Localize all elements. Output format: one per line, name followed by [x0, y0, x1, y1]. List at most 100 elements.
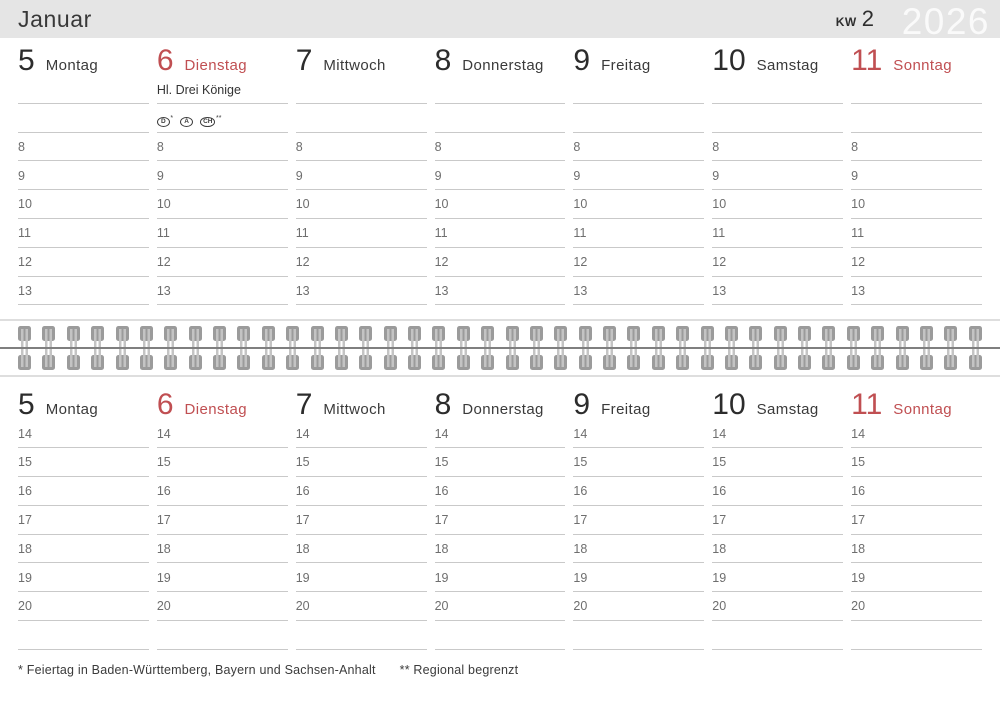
day-name: Mittwoch [323, 401, 386, 419]
day-header: 9 Freitag [573, 390, 704, 420]
day-name: Montag [45, 57, 99, 74]
time-slot [851, 104, 982, 133]
day-number: 5 [18, 44, 35, 77]
hour-label: 9 [712, 168, 720, 183]
time-slot: 19 [18, 563, 149, 593]
day-header: 9 Freitag [573, 44, 704, 77]
hour-label: 17 [573, 513, 588, 528]
hour-label: 20 [851, 599, 866, 614]
hour-label: 18 [18, 541, 32, 556]
coil-top-square [895, 326, 909, 342]
day-header: 7 Mittwoch [296, 390, 427, 420]
hour-label: 19 [712, 570, 727, 585]
coil-top-square [237, 326, 251, 342]
day-number: 10 [712, 44, 746, 77]
hour-label: 11 [156, 226, 170, 241]
hour-label: 18 [712, 541, 727, 556]
hour-label: 12 [573, 255, 588, 270]
hour-label: 17 [434, 513, 449, 528]
time-slot: 11 [18, 219, 149, 248]
day-name: Dienstag [184, 57, 247, 74]
day-number: 9 [573, 44, 591, 77]
time-slot: 14 [712, 419, 844, 449]
coil-top-square [383, 326, 397, 342]
hour-label: 10 [573, 197, 588, 212]
hour-label: 10 [712, 197, 727, 212]
time-slot [712, 75, 844, 104]
coil-top-square [773, 326, 787, 342]
time-slot: 14 [18, 419, 149, 449]
hour-label: 13 [573, 283, 588, 298]
coil-top-square [871, 326, 885, 342]
coil-top-square [213, 326, 226, 342]
time-slot [712, 621, 844, 650]
coil-bottom-square [481, 355, 495, 371]
coil-bottom-square [286, 355, 300, 371]
footnotes: * Feiertag in Baden-Württemberg, Bayern … [18, 663, 982, 677]
day-number: 7 [295, 44, 313, 77]
time-slot [295, 75, 427, 104]
time-slot: 17 [712, 506, 844, 535]
day-column-mittwoch: 7 Mittwoch 14 15 16 17 18 19 20 [295, 390, 427, 650]
time-slot: 16 [573, 477, 705, 506]
time-slot: 15 [851, 448, 982, 477]
coil-top-square [286, 326, 300, 342]
coil-top-square [944, 326, 958, 342]
hour-label: 10 [851, 197, 866, 212]
day-name: Freitag [601, 401, 651, 419]
day-number: 8 [434, 44, 452, 77]
time-slot: 20 [156, 592, 288, 621]
coil-top-square [554, 326, 568, 342]
time-slot: 15 [573, 448, 705, 477]
hour-label: 9 [851, 168, 859, 183]
time-slot: 10 [712, 190, 844, 219]
coil-top-square [42, 326, 56, 342]
coil-bottom-square [822, 355, 836, 371]
day-column-montag: 5 Montag 8 9 10 11 12 13 [18, 44, 149, 306]
country-code: A [180, 116, 194, 127]
day-number: 8 [434, 388, 452, 422]
day-column-samstag: 10 Samstag 14 15 16 17 18 19 20 [712, 390, 844, 650]
badge-asterisk: * [170, 114, 174, 122]
hour-label: 15 [851, 455, 866, 470]
coil-bottom-square [773, 355, 787, 371]
time-slot: 14 [156, 419, 288, 449]
time-slot [434, 621, 566, 650]
time-slot: 19 [156, 563, 288, 593]
time-slot: 11 [573, 219, 705, 248]
day-number: 11 [851, 44, 883, 77]
day-number: 6 [156, 388, 174, 422]
binding-coil-icon [676, 326, 690, 371]
time-slot [156, 621, 288, 650]
coil-bottom-square [456, 355, 470, 371]
hour-label: 18 [434, 541, 449, 556]
hour-label: 14 [712, 426, 727, 441]
time-slot: 10 [295, 190, 427, 219]
day-column-sonntag: 11 Sonntag 14 15 16 17 18 19 20 [851, 390, 982, 650]
time-slot: 13 [295, 277, 427, 306]
hour-label: 10 [434, 197, 449, 212]
day-column-donnerstag: 8 Donnerstag 8 9 10 11 12 13 [434, 44, 566, 306]
time-slot: 12 [434, 248, 566, 277]
hour-label: 9 [434, 168, 442, 183]
coil-bottom-square [115, 355, 129, 371]
time-slot: 9 [712, 161, 844, 191]
week-number: 2 [861, 6, 874, 31]
coil-bottom-square [505, 355, 519, 371]
hour-label: 15 [18, 455, 32, 470]
hour-label: 16 [156, 484, 171, 499]
day-column-mittwoch: 7 Mittwoch 8 9 10 11 12 13 [295, 44, 427, 306]
coil-bottom-square [42, 355, 56, 371]
time-slot: 10 [156, 190, 288, 219]
coil-top-square [919, 326, 933, 342]
time-slot: 17 [18, 506, 149, 535]
coil-bottom-square [919, 355, 933, 371]
time-slot: 9 [851, 161, 982, 191]
hour-label: 8 [156, 139, 164, 154]
day-number: 6 [156, 44, 174, 77]
time-slot: 8 [156, 133, 288, 162]
time-slot [851, 75, 982, 104]
day-column-freitag: 9 Freitag 8 9 10 11 12 13 [573, 44, 705, 306]
day-number: 5 [18, 388, 35, 422]
day-column-dienstag: 6 Dienstag 14 15 16 17 18 19 20 [156, 388, 288, 650]
